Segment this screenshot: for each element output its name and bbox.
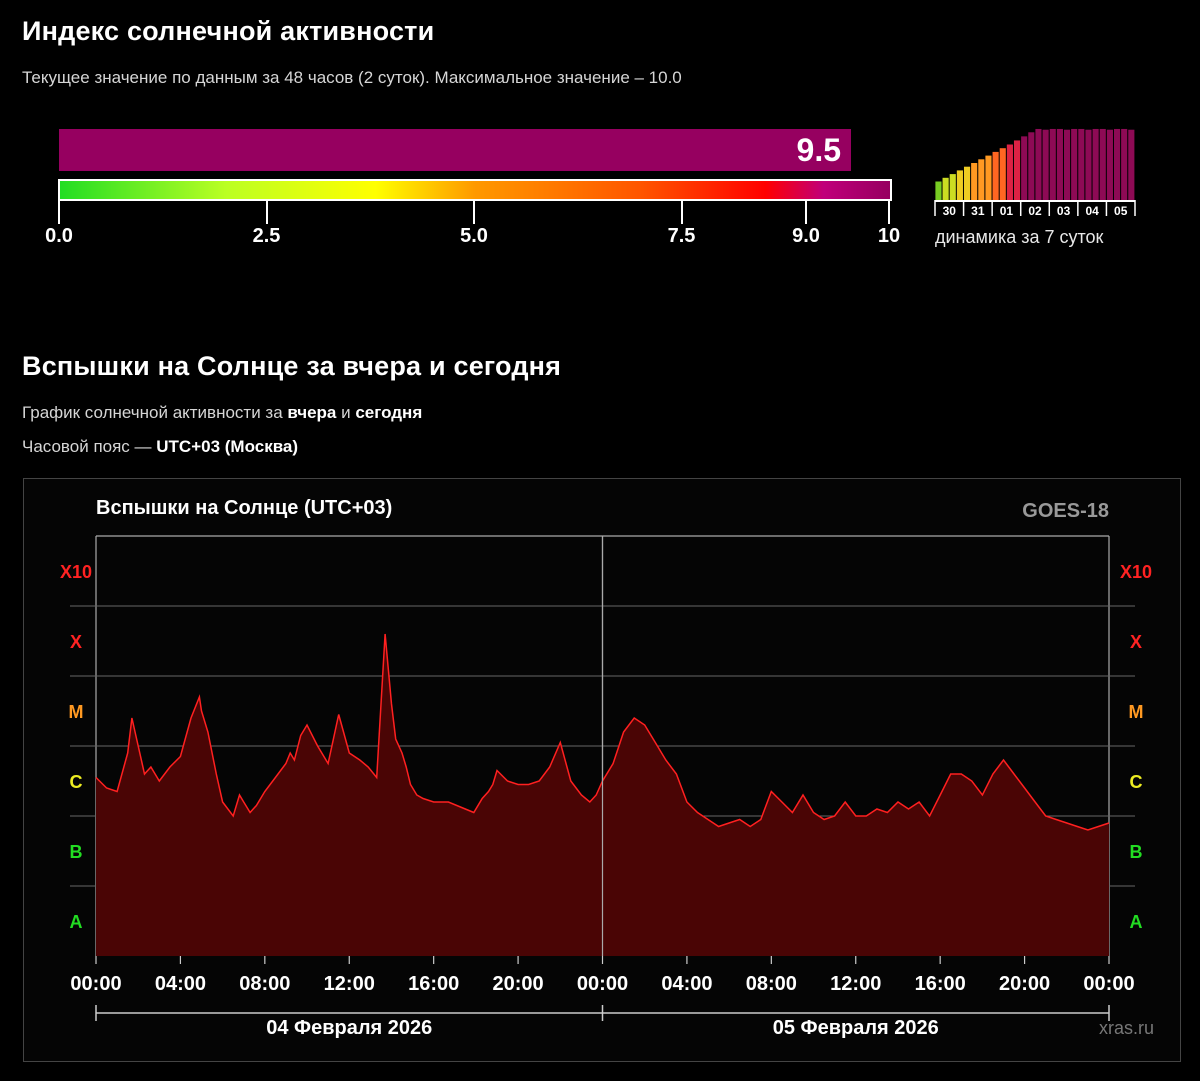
flares-chart: A A B B C C M M X X X10 X10 00:00 04:00 08:00 12:00 16:0…	[60, 497, 1154, 1039]
flares-desc-and: и	[336, 403, 356, 422]
mini-day-label: 04	[1085, 204, 1099, 218]
y-class-label-right: X10	[1120, 562, 1152, 582]
y-class-label-right: X	[1130, 632, 1142, 652]
mini-day-label: 01	[1000, 204, 1014, 218]
mini-day-bar	[1042, 129, 1049, 200]
x-tick-label: 16:00	[915, 973, 966, 995]
y-class-label-left: C	[70, 772, 83, 792]
mini-day-bar	[992, 151, 999, 200]
timezone-note: Часовой пояс — UTC+03 (Москва)	[22, 437, 298, 457]
x-tick-label: 08:00	[239, 973, 290, 995]
mini-day-bar	[1063, 129, 1071, 200]
scale-tick	[888, 199, 890, 224]
x-tick-label: 12:00	[324, 973, 375, 995]
y-class-label-left: M	[69, 702, 84, 722]
activity-index-bar: 9.5	[59, 129, 851, 171]
flares-desc-prefix: График солнечной активности за	[22, 403, 288, 422]
mini-day-bar	[1092, 128, 1099, 200]
flares-desc-yesterday: вчера	[287, 403, 337, 422]
scale-tick-label: 10	[877, 225, 901, 247]
x-tick-label: 00:00	[577, 973, 628, 995]
mini-day-label: 05	[1114, 204, 1128, 218]
data-source-label: GOES-18	[1022, 500, 1109, 522]
x-tick-label: 12:00	[830, 973, 881, 995]
x-tick-label: 20:00	[493, 973, 544, 995]
activity-index-value: 9.5	[796, 132, 841, 168]
y-class-label-left: B	[70, 842, 83, 862]
mini-day-bar	[1078, 128, 1085, 200]
mini-day-bar	[1006, 144, 1013, 200]
flares-description: График солнечной активности за вчера и с…	[22, 403, 422, 423]
scale-tick-label: 0.0	[45, 225, 73, 247]
flares-title: Вспышки на Солнце за вчера и сегодня	[22, 351, 562, 381]
scale-tick	[473, 199, 475, 224]
y-class-label-right: M	[1129, 702, 1144, 722]
mini-day-label: 03	[1057, 204, 1071, 218]
mini-day-label: 02	[1028, 204, 1042, 218]
flares-chart-panel: A A B B C C M M X X X10 X10 00:00 04:00 08:00 12:00 16:0…	[23, 478, 1181, 1062]
index-title: Индекс солнечной активности	[22, 16, 435, 46]
timezone-prefix: Часовой пояс —	[22, 437, 157, 456]
mini-day-bar	[963, 166, 971, 200]
scale-tick-label: 5.0	[460, 225, 488, 247]
mini-day-bar	[1021, 136, 1028, 200]
mini-day-label: 30	[943, 204, 957, 218]
flux-line	[95, 633, 1110, 831]
x-tick-label: 00:00	[70, 973, 121, 995]
mini-day-bar	[1013, 140, 1021, 200]
flares-desc-today: сегодня	[355, 403, 423, 422]
y-class-label-right: B	[1130, 842, 1143, 862]
mini-day-bar	[1121, 128, 1128, 200]
scale-tick	[680, 199, 683, 224]
date-label: 04 Февраля 2026	[266, 1017, 432, 1039]
x-tick-label: 08:00	[746, 973, 797, 995]
index-subtitle: Текущее значение по данным за 48 часов (…	[22, 68, 682, 87]
timezone-value: UTC+03 (Москва)	[156, 437, 299, 456]
mini-day-bar	[985, 155, 992, 200]
mini-day-bar	[1035, 128, 1042, 200]
scale-tick	[265, 199, 268, 224]
x-tick-label: 20:00	[999, 973, 1050, 995]
scale-tick-label: 7.5	[667, 225, 696, 247]
date-label: 05 Февраля 2026	[773, 1017, 939, 1039]
chart-title: Вспышки на Солнце (UTC+03)	[96, 497, 392, 519]
mini-day-label: 31	[971, 204, 985, 218]
mini-day-bar	[1028, 132, 1035, 200]
mini-day-bar	[942, 177, 949, 200]
mini-day-bar	[1099, 128, 1106, 200]
mini-day-bar	[1106, 129, 1113, 200]
seven-day-caption: динамика за 7 суток	[935, 227, 1104, 247]
mini-day-bar	[949, 174, 956, 200]
mini-day-bar	[1049, 128, 1056, 200]
y-class-label-right: A	[1130, 912, 1143, 932]
mini-day-bar	[1056, 128, 1063, 200]
scale-tick	[805, 199, 807, 224]
mini-day-bar	[1071, 128, 1078, 200]
x-tick-label: 04:00	[661, 973, 712, 995]
scale-tick-label: 2.5	[252, 225, 281, 247]
y-class-label-left: A	[70, 912, 83, 932]
mini-day-bar	[1128, 129, 1135, 200]
scale-tick-label: 9.0	[792, 225, 820, 247]
mini-day-bar	[978, 159, 985, 200]
watermark: xras.ru	[1099, 1018, 1154, 1038]
x-tick-label: 00:00	[1083, 973, 1134, 995]
activity-scale-gradient	[58, 179, 892, 201]
y-class-label-left: X10	[60, 562, 92, 582]
mini-day-bar	[1085, 129, 1092, 200]
y-class-label-left: X	[70, 632, 82, 652]
seven-day-dynamics-chart: 30 31 01 02 03 04 05	[934, 128, 1136, 218]
x-tick-label: 16:00	[408, 973, 459, 995]
mini-day-bar	[971, 163, 978, 200]
mini-day-bar	[956, 170, 963, 200]
y-class-label-right: C	[1130, 772, 1143, 792]
mini-day-bar	[935, 181, 942, 200]
scale-tick	[58, 199, 60, 224]
x-tick-label: 04:00	[155, 973, 206, 995]
mini-day-bar	[1113, 128, 1121, 200]
mini-day-bar	[999, 148, 1006, 200]
